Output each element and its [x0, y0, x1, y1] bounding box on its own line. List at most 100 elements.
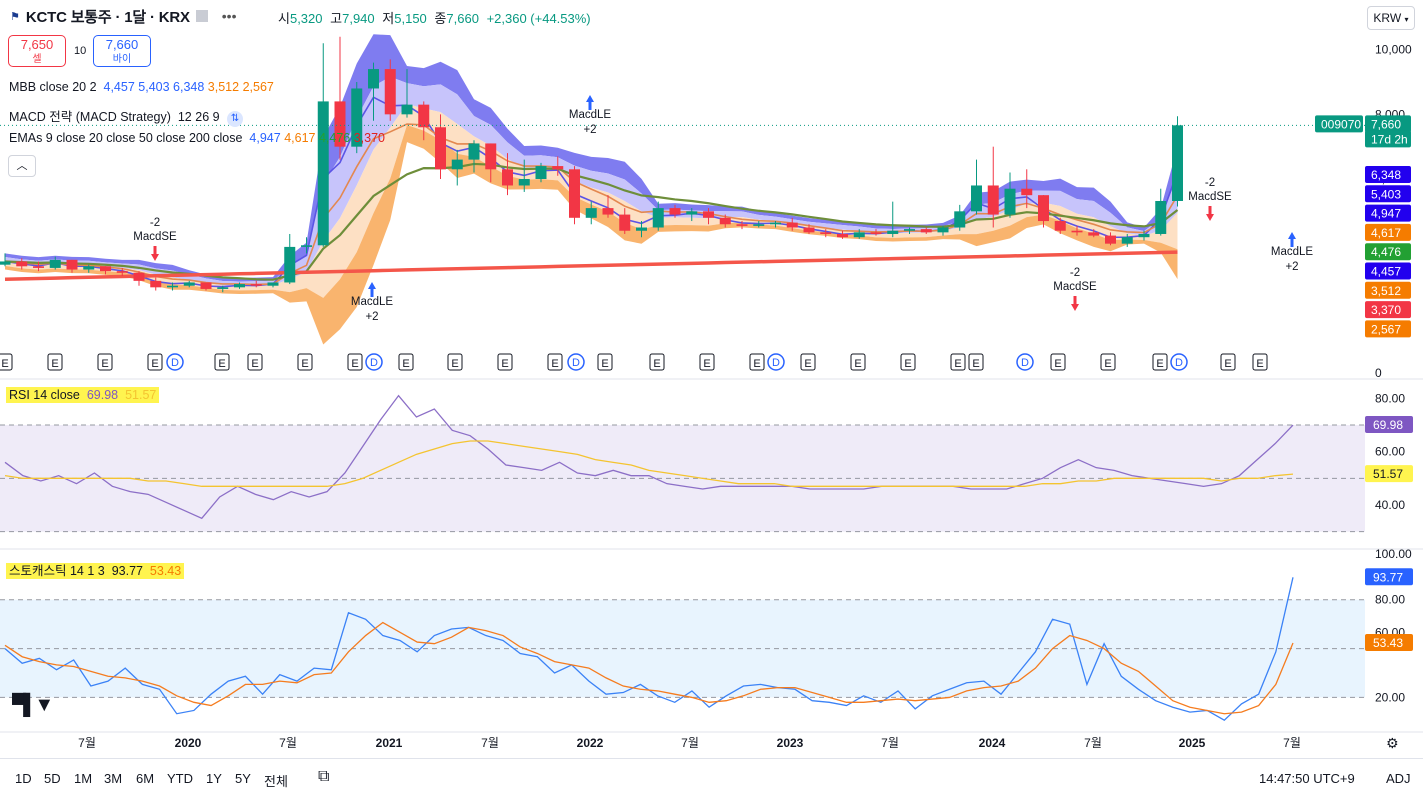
mbb-v4: 3,512	[207, 80, 240, 94]
low-value: 5,150	[394, 11, 427, 26]
earnings-icon	[497, 353, 513, 371]
dividend-marker: D	[572, 357, 580, 369]
emas-legend[interactable]: EMAs 9 close 20 close 50 close 200 close…	[9, 131, 385, 145]
candle-body	[954, 211, 966, 228]
range-3m[interactable]: 3M	[104, 771, 123, 786]
stoch-tick-label: 80.00	[1375, 593, 1405, 607]
range-1y[interactable]: 1Y	[206, 771, 222, 786]
earnings-icon	[749, 353, 765, 371]
rsi-label: RSI 14 close	[9, 388, 80, 402]
candle-body	[518, 179, 530, 186]
calendar-range-icon[interactable]: ⧉	[318, 768, 330, 785]
candle-body	[250, 284, 262, 286]
earnings-icon	[699, 353, 715, 371]
candle-body	[870, 232, 882, 234]
collapse-legend-button[interactable]: ︿	[8, 155, 36, 177]
clock-time[interactable]: 14:47:50 UTC+9	[1259, 771, 1355, 786]
tradingview-logo-icon[interactable]: ▀▌▼	[12, 694, 54, 716]
earnings-marker: E	[954, 358, 961, 370]
earnings-marker: E	[601, 358, 608, 370]
candle-body	[284, 246, 296, 283]
earnings-marker: E	[1156, 358, 1163, 370]
settings-gear-icon[interactable]: ⚙	[1386, 735, 1399, 751]
earnings-icon	[1252, 353, 1268, 371]
candle-body	[585, 208, 597, 218]
range-5y[interactable]: 5Y	[235, 771, 251, 786]
candle-body	[569, 169, 580, 218]
earnings-marker: E	[51, 358, 58, 370]
earnings-marker: E	[1104, 358, 1111, 370]
price-badge-label: 4,476	[1371, 245, 1401, 259]
macd-params: 12 26 9	[177, 110, 220, 124]
range-1d[interactable]: 1D	[15, 771, 32, 786]
candle-body	[16, 261, 28, 267]
range-1m[interactable]: 1M	[74, 771, 93, 786]
close-label: 종	[434, 11, 447, 26]
stoch-k-value: 93.77	[111, 564, 143, 578]
candle-body	[150, 280, 162, 288]
macd-legend[interactable]: MACD 전략 (MACD Strategy) 12 26 9 ⇅	[9, 106, 244, 127]
strategy-report-icon[interactable]: ⇅	[227, 111, 244, 127]
rsi-tick-label: 40.00	[1375, 498, 1405, 512]
range-6m[interactable]: 6M	[136, 771, 155, 786]
candle-body	[820, 232, 832, 234]
time-axis-label: 7월	[881, 736, 899, 750]
time-axis-label: 2021	[376, 736, 403, 750]
earnings-icon	[97, 353, 113, 371]
more-icon[interactable]: •••	[221, 8, 237, 24]
symbol-header[interactable]: ⚑ KCTC 보통주 · 1달 · KRX •••	[4, 4, 243, 28]
time-axis-label: 7월	[1283, 736, 1301, 750]
mbb-legend[interactable]: MBB close 20 2 4,457 5,403 6,348 3,512 2…	[9, 80, 274, 94]
price-badge	[1315, 115, 1363, 133]
earnings-marker: E	[1256, 358, 1263, 370]
bottom-toolbar: 1D 5D 1M 3M 6M YTD 1Y 5Y 전체 ⧉ 14:47:50 U…	[0, 758, 1423, 799]
candle-body	[133, 272, 145, 281]
dividend-marker: D	[370, 357, 378, 369]
candle-body	[920, 229, 932, 233]
price-badge-label: 4,457	[1371, 265, 1401, 279]
currency-selector[interactable]: KRW ▾	[1367, 6, 1415, 30]
buy-button[interactable]: 7,660 바이	[93, 35, 151, 67]
dividend-marker: D	[171, 357, 179, 369]
price-badge	[1365, 204, 1411, 222]
symbol-title: KCTC 보통주 · 1달 · KRX	[25, 8, 190, 26]
bb-upper-outer-fill	[5, 34, 1178, 282]
range-5d[interactable]: 5D	[44, 771, 61, 786]
buy-arrow-icon	[1288, 232, 1296, 247]
annotation-qty: -2	[150, 217, 160, 229]
earnings-icon	[547, 353, 563, 371]
mbb-v2: 5,403	[138, 80, 170, 94]
range-ytd[interactable]: YTD	[167, 771, 193, 786]
time-axis-label: 7월	[279, 736, 297, 750]
time-axis-label: 7월	[1084, 736, 1102, 750]
high-label: 고	[330, 11, 343, 26]
candle-body	[200, 282, 212, 289]
adj-toggle[interactable]: ADJ	[1386, 771, 1411, 786]
candle-body	[736, 224, 748, 226]
rsi-value: 69.98	[86, 388, 119, 402]
price-badge	[1365, 320, 1411, 338]
rsi-badge-label: 69.98	[1373, 418, 1403, 432]
earnings-marker: E	[753, 358, 760, 370]
earnings-icon	[597, 353, 613, 371]
stoch-tick-label: 20.00	[1375, 690, 1405, 704]
candle-body	[485, 143, 497, 170]
stoch-legend[interactable]: 스토캐스틱 14 1 3 93.77 53.43	[6, 560, 185, 579]
range-all[interactable]: 전체	[264, 774, 288, 789]
rsi-legend[interactable]: RSI 14 close 69.98 51.57	[6, 387, 160, 403]
earnings-icon	[247, 353, 263, 371]
price-badge-label: 17d 2h	[1371, 132, 1408, 146]
annotation-label: MacdSE	[1053, 281, 1097, 293]
dividend-marker: D	[772, 357, 780, 369]
quantity[interactable]: 10	[74, 45, 87, 57]
candle-body	[317, 101, 329, 246]
earnings-icon	[1050, 353, 1066, 371]
candle-body	[116, 271, 128, 273]
earnings-marker: E	[451, 358, 458, 370]
price-badge	[1365, 130, 1411, 148]
annotation-label: MacdSE	[133, 231, 177, 243]
sell-button[interactable]: 7,650 셀	[8, 35, 66, 67]
candle-body	[368, 69, 379, 89]
price-badge	[1365, 166, 1411, 183]
